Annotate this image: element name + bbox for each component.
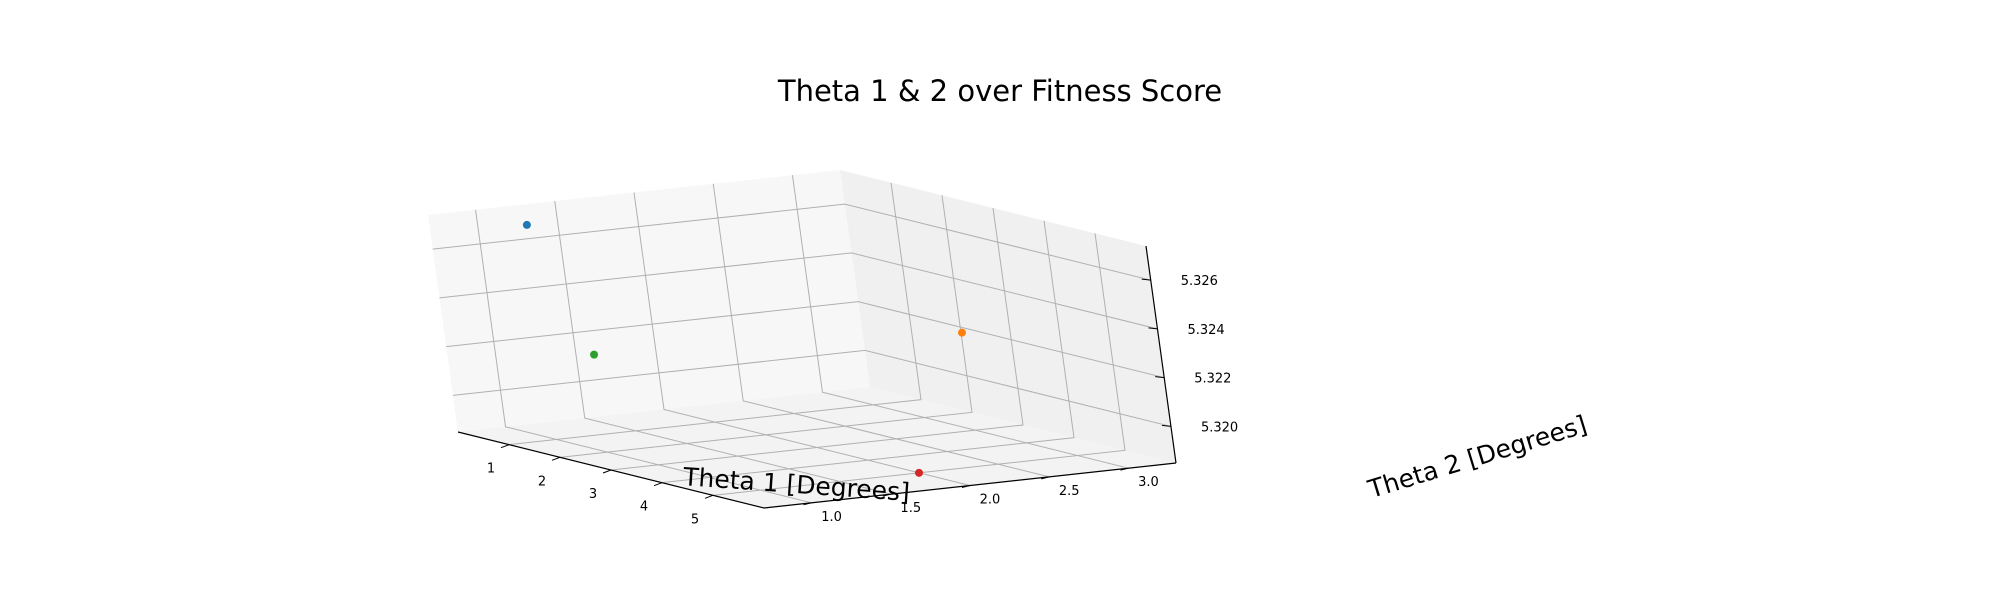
y-tick (961, 485, 971, 488)
data-point (957, 328, 966, 337)
data-point (915, 468, 923, 477)
y-tick (882, 493, 891, 497)
x-grid-line (712, 233, 1126, 496)
x-tick-label: 5 (691, 512, 699, 527)
x-grid-line (661, 220, 1075, 484)
x-grid-line (559, 195, 973, 458)
y-grid-line (633, 192, 971, 486)
x-tick-label: 4 (640, 500, 648, 515)
x-tick (551, 456, 561, 461)
x-tick (653, 482, 663, 487)
y-tick-label: 1.0 (821, 510, 842, 525)
z-tick (1141, 278, 1151, 281)
chart-title: Theta 1 & 2 over Fitness Score (777, 74, 1222, 108)
data-point (590, 350, 599, 359)
z-tick-label: 5.320 (1201, 420, 1238, 435)
tick-marks: 1 2 3 4 5 1.0 1.5 2.0 2.5 3.0 5.320 5.322 5.324 5.326 (487, 274, 1238, 527)
x-tick-label: 3 (589, 487, 597, 502)
y-axis-title: Theta 2 [Degrees] (1364, 410, 1590, 504)
y-tick-label: 2.0 (980, 493, 1001, 508)
x-tick (602, 469, 612, 474)
z-tick (1148, 327, 1158, 330)
x-grid-line (610, 207, 1024, 471)
x-tick (704, 494, 714, 499)
y-tick-label: 3.0 (1138, 475, 1159, 490)
x-grid-line (508, 182, 922, 446)
z-grid-line (452, 349, 1172, 427)
y-grid-line (475, 209, 812, 504)
x-tick (500, 444, 510, 449)
z-tick (1161, 424, 1171, 427)
z-tick (1155, 376, 1165, 379)
z-tick-label: 5.324 (1187, 323, 1224, 338)
y-tick-label: 2.5 (1059, 484, 1080, 499)
x-tick-label: 1 (487, 462, 495, 477)
data-points (522, 220, 966, 477)
z-grid-line (439, 252, 1158, 330)
z-tick-label: 5.326 (1181, 274, 1218, 289)
y-tick (1041, 476, 1050, 480)
y-grid-line (791, 175, 1129, 469)
y-grid-line (554, 201, 891, 495)
z-grid-line (446, 301, 1165, 379)
data-point (522, 220, 531, 229)
z-tick-label: 5.322 (1194, 372, 1231, 387)
y-tick (1120, 467, 1129, 471)
grid-lines (432, 175, 1172, 504)
y-grid-line (712, 183, 1050, 478)
z-grid-line (432, 203, 1151, 281)
x-tick-label: 2 (538, 474, 546, 489)
z-axis-line (1145, 245, 1177, 464)
y-tick (803, 502, 812, 506)
y-tick-label: 1.5 (900, 501, 921, 516)
